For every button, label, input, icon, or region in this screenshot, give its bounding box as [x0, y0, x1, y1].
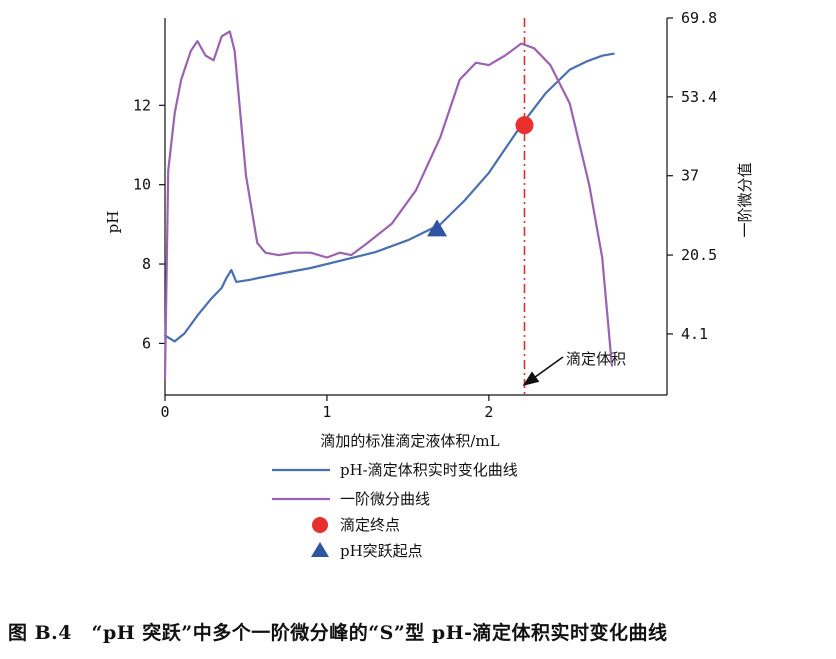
series-lines	[163, 30, 615, 379]
y-left-tick-label: 6	[142, 334, 151, 352]
x-tick-label: 0	[160, 403, 169, 421]
x-tick-label: 1	[322, 403, 331, 421]
left-axis-ticks: 6 8 10 12	[133, 96, 165, 352]
y-right-tick-label: 69.8	[681, 9, 717, 27]
x-axis-title: 滴加的标准滴定液体积/mL	[320, 432, 499, 450]
annotation-arrow	[522, 356, 564, 386]
jump-start-marker	[427, 219, 448, 237]
y-left-tick-label: 8	[142, 255, 151, 273]
annotation-label: 滴定体积	[566, 350, 626, 368]
y-left-tick-label: 12	[133, 96, 151, 114]
y-left-tick-label: 10	[133, 176, 151, 194]
figure-caption: 图 B.4 “pH 突跃”中多个一阶微分峰的“S”型 pH-滴定体积实时变化曲线	[8, 622, 668, 644]
y-right-tick-label: 37	[681, 167, 699, 185]
legend-label-derivative: 一阶微分曲线	[340, 490, 430, 508]
legend-label-jump-start: pH突跃起点	[340, 542, 423, 560]
ph-volume-curve	[163, 52, 615, 343]
legend-label-endpoint: 滴定终点	[340, 516, 400, 534]
right-axis-ticks: 4.1 20.5 37 53.4 69.8	[667, 9, 717, 343]
endpoint-marker	[515, 116, 534, 135]
y-right-tick-label: 20.5	[681, 246, 717, 264]
legend-marker-endpoint	[312, 517, 328, 533]
legend-marker-jump-start	[311, 542, 329, 557]
y-right-tick-label: 53.4	[681, 88, 717, 106]
legend: pH-滴定体积实时变化曲线 一阶微分曲线 滴定终点 pH突跃起点	[272, 461, 518, 560]
y-left-axis-title: pH	[104, 211, 122, 234]
markers	[427, 116, 534, 237]
first-derivative-curve	[163, 30, 614, 379]
y-right-tick-label: 4.1	[681, 325, 708, 343]
x-axis-ticks: 0 1 2	[160, 395, 493, 421]
x-tick-label: 2	[484, 403, 493, 421]
legend-label-ph: pH-滴定体积实时变化曲线	[340, 461, 518, 479]
y-right-axis-title: 一阶微分值	[736, 162, 754, 237]
